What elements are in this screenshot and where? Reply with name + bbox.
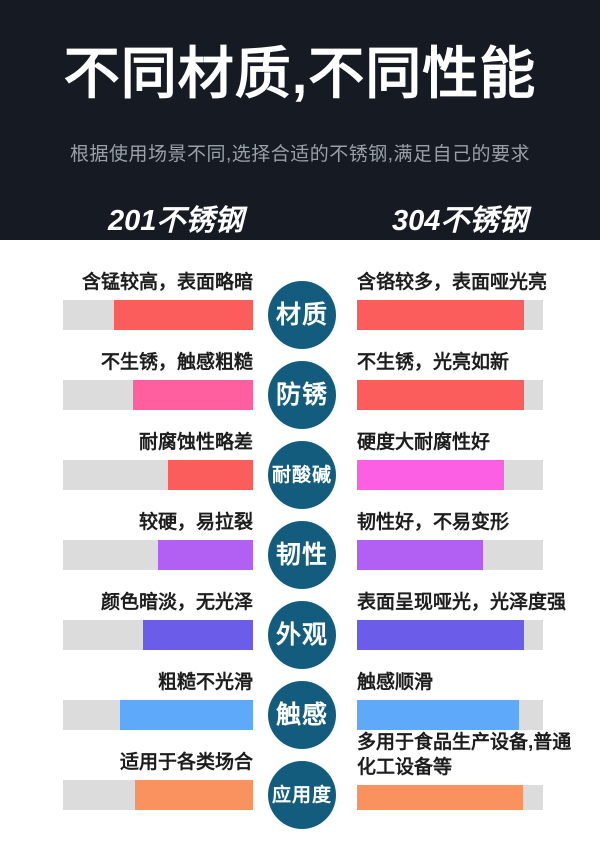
right-bar-label: 触感顺滑 [357,671,434,693]
badge-label: 耐酸碱 [271,464,332,486]
right-bar-label: 不生锈，光亮如新 [357,351,510,373]
bar-track [63,380,253,410]
attribute-badge: 应用度 [268,761,336,829]
header: 不同材质,不同性能 根据使用场景不同,选择合适的不锈钢,满足自己的要求 201不… [0,0,600,240]
row-material: 含锰较高，表面略暗 材质 含铬较多，表面哑光亮 [0,250,600,349]
row-application: 适用于各类场合 应用度 多用于食品生产设备,普通化工设备等 [0,730,600,829]
right-cell: 不生锈，光亮如新 [351,330,600,410]
left-cell: 较硬，易拉裂 [0,490,253,570]
row-rustproof: 不生锈，触感粗糙 防锈 不生锈，光亮如新 [0,330,600,429]
badge-label: 防锈 [275,380,328,409]
attribute-badge: 触感 [268,681,336,749]
badge-label: 韧性 [275,540,328,569]
row-touch: 粗糙不光滑 触感 触感顺滑 [0,650,600,749]
left-cell: 适用于各类场合 [0,730,253,810]
bar-track [357,300,543,330]
badge-cell: 防锈 [253,330,351,429]
bar-track [357,460,543,490]
left-bar-label: 颜色暗淡，无光泽 [100,591,253,613]
badge-label: 外观 [275,620,328,649]
left-cell: 耐腐蚀性略差 [0,410,253,490]
badge-cell: 材质 [253,250,351,349]
bar-track [357,540,543,570]
left-bar-label: 较硬，易拉裂 [138,511,253,533]
right-cell: 触感顺滑 [351,650,600,730]
bar-fill [158,540,253,570]
badge-label: 触感 [275,700,328,729]
right-bar-label: 表面呈现哑光，光泽度强 [357,591,567,613]
bar-track [63,300,253,330]
badge-cell: 韧性 [253,490,351,589]
bar-fill [357,300,525,330]
attribute-badge: 防锈 [268,361,336,429]
right-cell: 含铬较多，表面哑光亮 [351,250,600,330]
left-cell: 粗糙不光滑 [0,650,253,730]
row-acid-alkali: 耐腐蚀性略差 耐酸碱 硬度大耐腐性好 [0,410,600,509]
left-cell: 不生锈，触感粗糙 [0,330,253,410]
left-bar-label: 不生锈，触感粗糙 [100,351,253,373]
badge-cell: 触感 [253,650,351,749]
badge-cell: 应用度 [253,730,351,829]
badge-label: 应用度 [271,784,332,806]
row-appearance: 颜色暗淡，无光泽 外观 表面呈现哑光，光泽度强 [0,570,600,669]
bar-fill [133,380,253,410]
right-cell: 硬度大耐腐性好 [351,410,600,490]
bar-fill [167,460,253,490]
bar-fill [357,380,525,410]
bar-track [63,460,253,490]
left-cell: 颜色暗淡，无光泽 [0,570,253,650]
row-toughness: 较硬，易拉裂 韧性 韧性好，不易变形 [0,490,600,589]
bar-track [63,540,253,570]
bar-fill [135,780,253,810]
badge-cell: 耐酸碱 [253,410,351,509]
bar-track [357,785,543,810]
left-bar-label: 含锰较高，表面略暗 [81,271,253,293]
bar-fill [357,460,504,490]
bar-fill [357,620,525,650]
left-bar-label: 粗糙不光滑 [157,671,253,693]
attribute-badge: 材质 [268,281,336,349]
bar-track [63,700,253,730]
column-header-201: 201不锈钢 [108,205,244,237]
bar-fill [114,300,253,330]
bar-track [357,620,543,650]
attribute-badge: 耐酸碱 [268,441,336,509]
bar-track [357,700,543,730]
bar-track [357,380,543,410]
attribute-badge: 外观 [268,601,336,669]
bar-fill [120,700,253,730]
attribute-badge: 韧性 [268,521,336,589]
right-cell: 韧性好，不易变形 [351,490,600,570]
right-bar-label: 韧性好，不易变形 [357,511,510,533]
left-bar-label: 适用于各类场合 [119,751,253,773]
comparison-rows: 含锰较高，表面略暗 材质 含铬较多，表面哑光亮 不生锈，触感粗糙 防锈 不生锈，… [0,240,600,829]
right-bar-label: 含铬较多，表面哑光亮 [357,271,548,293]
bar-track [63,780,253,810]
page-subtitle: 根据使用场景不同,选择合适的不锈钢,满足自己的要求 [69,144,531,165]
bar-track [63,620,253,650]
right-bar-label: 硬度大耐腐性好 [357,431,491,453]
badge-label: 材质 [275,300,328,329]
right-bar-label: 多用于食品生产设备,普通化工设备等 [357,732,572,779]
left-bar-label: 耐腐蚀性略差 [138,431,253,453]
bar-fill [142,620,253,650]
right-cell: 多用于食品生产设备,普通化工设备等 [351,730,600,810]
bar-fill [357,540,484,570]
column-header-304: 304不锈钢 [392,205,528,237]
bar-fill [357,785,523,810]
bar-fill [357,700,519,730]
right-cell: 表面呈现哑光，光泽度强 [351,570,600,650]
page-title: 不同材质,不同性能 [63,42,537,105]
badge-cell: 外观 [253,570,351,669]
left-cell: 含锰较高，表面略暗 [0,250,253,330]
